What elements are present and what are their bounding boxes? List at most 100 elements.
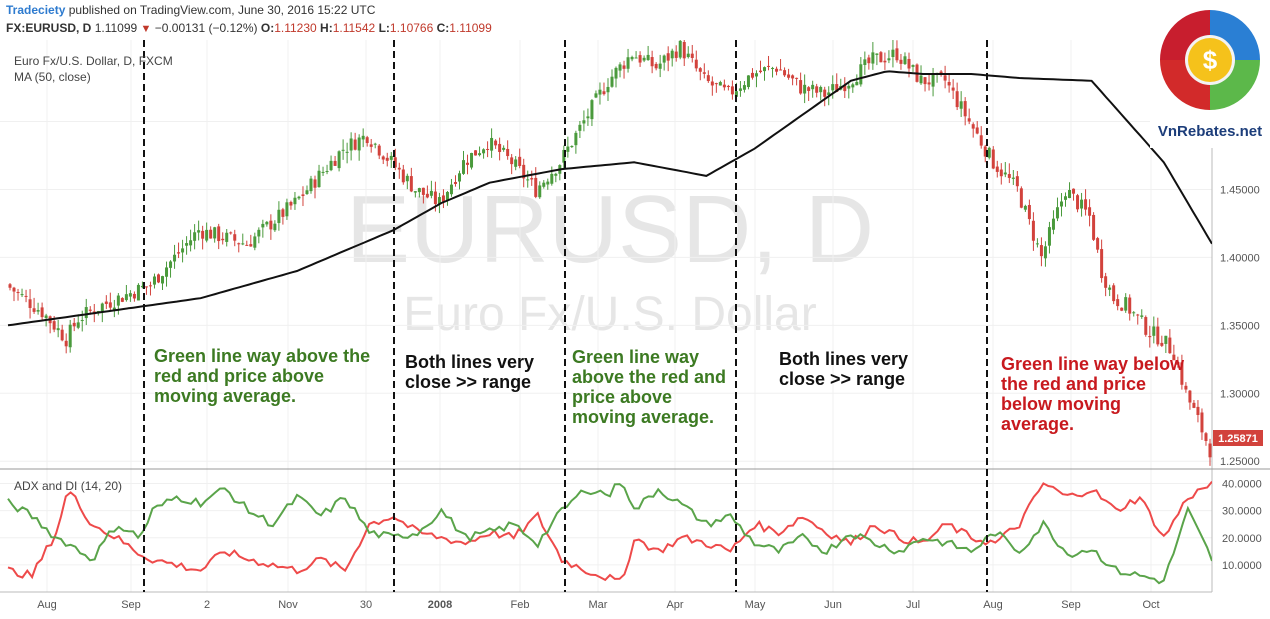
candle-body	[88, 309, 92, 311]
candle-body	[819, 87, 823, 93]
candle-body	[1168, 337, 1172, 354]
candle-body	[1204, 433, 1208, 441]
candle-body	[1172, 354, 1176, 361]
candle-body	[1088, 207, 1092, 216]
candle-body	[875, 53, 879, 55]
time-tick-label: Aug	[983, 599, 1003, 611]
price-tick-label: 1.45000	[1220, 184, 1260, 196]
time-tick-label: Apr	[666, 599, 683, 611]
candle-body	[32, 308, 36, 312]
candle-body	[44, 315, 48, 319]
down-triangle-icon: ▼	[140, 23, 152, 35]
candle-body	[1023, 205, 1027, 210]
candle-body	[951, 87, 955, 91]
candle-body	[566, 146, 570, 152]
candle-body	[967, 118, 971, 122]
candle-body	[470, 152, 474, 168]
candle-body	[201, 230, 205, 239]
candle-body	[843, 85, 847, 92]
candle-body	[437, 197, 441, 205]
candle-body	[285, 202, 289, 217]
logo-text: VnRebates.net	[1158, 123, 1262, 140]
candle-body	[1132, 312, 1136, 314]
candle-body	[385, 157, 389, 161]
candle-body	[341, 149, 345, 151]
vnrebates-logo[interactable]: $ VnRebates.net	[1150, 0, 1270, 148]
candle-body	[690, 53, 694, 58]
candle-body	[60, 329, 64, 341]
candle-body	[622, 65, 626, 69]
candle-body	[197, 230, 201, 233]
candle-body	[237, 243, 241, 245]
candle-body	[923, 77, 927, 85]
symbol-label[interactable]: FX:EURUSD, D	[6, 21, 92, 35]
candle-body	[241, 243, 245, 245]
open-value: 1.11230	[274, 21, 317, 35]
candle-body	[462, 160, 466, 174]
time-tick-label: Sep	[1061, 599, 1081, 611]
candle-body	[361, 135, 365, 140]
annotation-2: Both lines very close >> range	[405, 352, 535, 392]
candle-body	[1047, 227, 1051, 246]
candle-body	[1092, 214, 1096, 240]
candle-body	[831, 84, 835, 91]
candle-body	[847, 85, 851, 89]
candle-body	[357, 137, 361, 151]
candle-body	[269, 220, 273, 230]
candle-body	[706, 75, 710, 82]
candle-body	[325, 171, 329, 173]
candle-body	[594, 93, 598, 98]
time-axis: Aug Sep 2 Nov 30 2008 Feb Mar Apr May Jun Jul Aug Sep…	[37, 599, 1159, 611]
candle-body	[16, 292, 20, 294]
candle-body	[1116, 299, 1120, 307]
candle-body	[746, 75, 750, 88]
candle-body	[598, 89, 602, 95]
candle-body	[634, 57, 638, 59]
candle-body	[1152, 326, 1156, 336]
candle-body	[522, 164, 526, 179]
candle-body	[851, 84, 855, 88]
time-tick-label: Jul	[906, 599, 920, 611]
candle-body	[510, 157, 514, 165]
candle-body	[783, 70, 787, 76]
author-link[interactable]: Tradeciety	[6, 3, 66, 17]
candle-body	[225, 232, 229, 242]
adx-tick-label: 20.0000	[1222, 533, 1262, 545]
candle-body	[486, 148, 490, 150]
candle-body	[393, 157, 397, 168]
candle-body	[550, 173, 554, 184]
candle-body	[618, 64, 622, 71]
candle-body	[68, 324, 72, 348]
vnrebates-logo-icon: $ VnRebates.net	[1158, 10, 1262, 140]
candle-body	[899, 59, 903, 64]
candle-body	[40, 307, 44, 318]
price-tick-label: 1.35000	[1220, 320, 1260, 332]
candle-body	[52, 321, 56, 330]
candle-body	[365, 137, 369, 144]
candle-body	[526, 179, 530, 181]
candle-body	[1076, 195, 1080, 210]
close-value: 1.11099	[449, 21, 492, 35]
candle-body	[205, 229, 209, 241]
header-line-2: FX:EURUSD, D 1.11099 ▼ −0.00131 (−0.12%)…	[6, 21, 492, 35]
candle-body	[148, 285, 152, 287]
candle-body	[987, 147, 991, 158]
candle-body	[1011, 177, 1015, 179]
candle-body	[1208, 443, 1212, 458]
candle-body	[313, 179, 317, 188]
candle-body	[1108, 287, 1112, 290]
candle-body	[136, 284, 140, 301]
candle-body	[867, 57, 871, 64]
candle-body	[144, 286, 148, 288]
candle-body	[72, 322, 76, 327]
candle-body	[895, 48, 899, 61]
candle-body	[530, 178, 534, 180]
candle-body	[1156, 326, 1160, 345]
candle-body	[1027, 205, 1031, 220]
watermark-symbol: EURUSD, D	[346, 176, 874, 283]
candle-body	[995, 166, 999, 172]
price-badge-box	[1213, 430, 1263, 446]
candle-body	[811, 84, 815, 90]
candle-body	[582, 120, 586, 124]
candle-body	[791, 75, 795, 79]
